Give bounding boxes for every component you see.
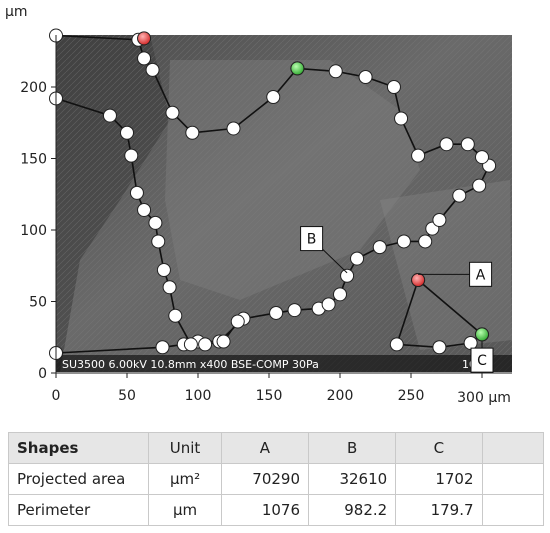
- axes: 0 50 100 150 200 250 0 50 100 150 200 µm 300 µm: [5, 4, 512, 406]
- start-handle[interactable]: [290, 61, 305, 76]
- shape-labels: A B C: [300, 226, 494, 373]
- shape-label-box[interactable]: [470, 347, 494, 373]
- x-end-label: 300 µm: [457, 390, 511, 406]
- vertex-handle[interactable]: [151, 234, 166, 249]
- cell-c: 179.7: [395, 494, 483, 526]
- vertex-handle[interactable]: [432, 212, 447, 227]
- x-tick-label: 50: [118, 388, 136, 404]
- vertex-handle[interactable]: [411, 148, 426, 163]
- results-table: Shapes Unit A B C Projected area µm² 702…: [7, 432, 545, 526]
- shape-label-a: A: [476, 267, 486, 283]
- vertex-handle[interactable]: [475, 150, 489, 165]
- vertex-handle[interactable]: [137, 202, 152, 217]
- shape-label-c: C: [477, 353, 487, 369]
- header-a: A: [220, 432, 310, 464]
- vertex-handle[interactable]: [216, 334, 231, 349]
- vertex-handle[interactable]: [463, 335, 478, 350]
- cell-c: 1702: [395, 463, 483, 495]
- shape-handles: [49, 28, 497, 360]
- y-tick-label: 50: [29, 295, 47, 311]
- x-tick-label: 0: [52, 388, 61, 404]
- vertex-handle[interactable]: [269, 305, 284, 320]
- vertex-handle[interactable]: [472, 178, 487, 193]
- row-name: Projected area: [7, 463, 150, 495]
- vertex-handle[interactable]: [129, 185, 144, 200]
- x-tick-label: 200: [327, 388, 354, 404]
- vertex-handle[interactable]: [156, 263, 171, 278]
- cell-a: 70290: [220, 463, 310, 495]
- vertex-handle[interactable]: [340, 268, 355, 283]
- vertex-handle[interactable]: [185, 125, 200, 140]
- header-c: C: [395, 432, 483, 464]
- header-b: B: [308, 432, 397, 464]
- vertex-handle[interactable]: [396, 234, 411, 249]
- start-handle[interactable]: [475, 327, 489, 342]
- vertex-handle[interactable]: [333, 287, 347, 302]
- measurement-figure: SU3500 6.00kV 10.8mm x400 BSE-COMP 30Pa …: [5, 4, 512, 406]
- vertex-handle[interactable]: [321, 297, 336, 312]
- x-tick-label: 250: [398, 388, 425, 404]
- y-unit-label: µm: [5, 4, 28, 20]
- vertex-handle[interactable]: [148, 215, 163, 230]
- cell-blank: [481, 463, 545, 495]
- vertex-handle[interactable]: [168, 308, 183, 323]
- vertex-handle[interactable]: [165, 105, 180, 120]
- shape-outline-a[interactable]: [395, 279, 484, 349]
- end-handle[interactable]: [411, 273, 426, 288]
- header-blank: [481, 432, 545, 464]
- row-name: Perimeter: [7, 494, 150, 526]
- vertex-handle[interactable]: [394, 111, 409, 126]
- header-shapes: Shapes: [7, 432, 150, 464]
- vertex-handle[interactable]: [155, 340, 170, 355]
- x-tick-label: 150: [256, 388, 283, 404]
- table-header-row: Shapes Unit A B C: [7, 432, 545, 464]
- end-handle[interactable]: [137, 31, 152, 46]
- vertex-handle[interactable]: [230, 314, 245, 329]
- vertex-handle[interactable]: [124, 148, 139, 163]
- y-tick-label: 200: [20, 80, 47, 96]
- cell-b: 982.2: [308, 494, 397, 526]
- vertex-handle[interactable]: [183, 337, 198, 352]
- y-tick-label: 100: [20, 223, 47, 239]
- axis-ticks: 0 50 100 150 200 250 0 50 100 150 200: [20, 80, 483, 404]
- vertex-handle[interactable]: [460, 137, 475, 152]
- vertex-handle[interactable]: [328, 64, 343, 79]
- image-caption: SU3500 6.00kV 10.8mm x400 BSE-COMP 30Pa: [62, 358, 319, 371]
- vertex-handle[interactable]: [389, 337, 404, 352]
- table-row: Projected area µm² 70290 32610 1702: [7, 463, 545, 495]
- vertex-handle[interactable]: [439, 137, 454, 152]
- vertex-handle[interactable]: [102, 108, 117, 123]
- table-row: Perimeter µm 1076 982.2 179.7: [7, 494, 545, 526]
- vertex-handle[interactable]: [198, 337, 213, 352]
- vertex-handle[interactable]: [120, 125, 134, 140]
- vertex-handle[interactable]: [226, 121, 241, 136]
- vertex-handle[interactable]: [162, 280, 177, 295]
- shape-label-b: B: [307, 232, 317, 248]
- cell-b: 32610: [308, 463, 397, 495]
- header-unit: Unit: [148, 432, 222, 464]
- shape-label-box[interactable]: [469, 261, 493, 287]
- vertex-handle[interactable]: [145, 62, 160, 77]
- vertex-handle[interactable]: [452, 188, 467, 203]
- y-tick-label: 0: [38, 366, 47, 382]
- vertex-handle[interactable]: [266, 90, 281, 105]
- shape-label-box[interactable]: [300, 226, 324, 252]
- row-unit: µm²: [148, 463, 222, 495]
- vertex-handle[interactable]: [372, 240, 387, 255]
- vertex-handle[interactable]: [358, 69, 373, 84]
- vertex-handle[interactable]: [432, 340, 447, 355]
- vertex-handle[interactable]: [418, 234, 433, 249]
- cell-a: 1076: [220, 494, 310, 526]
- vertex-handle[interactable]: [287, 303, 302, 318]
- x-tick-label: 100: [185, 388, 212, 404]
- sem-micrograph: [56, 35, 512, 372]
- cell-blank: [481, 494, 545, 526]
- vertex-handle[interactable]: [137, 51, 152, 66]
- vertex-handle[interactable]: [386, 80, 401, 94]
- vertex-handle[interactable]: [350, 251, 365, 266]
- row-unit: µm: [148, 494, 222, 526]
- y-tick-label: 150: [20, 152, 47, 168]
